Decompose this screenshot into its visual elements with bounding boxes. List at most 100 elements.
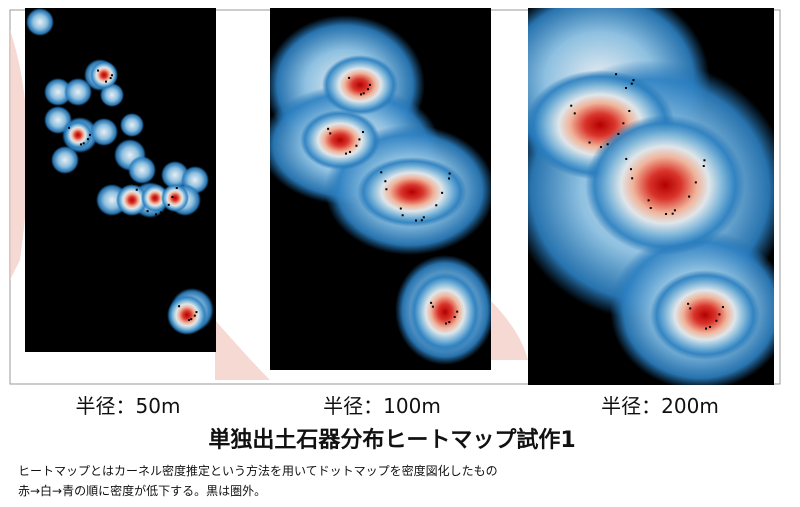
site-dot [687,302,690,305]
site-dot [109,77,112,80]
caption: 半径：200m [601,394,719,418]
site-dot [82,142,85,145]
site-dot [360,93,362,96]
site-dot [358,138,361,141]
site-dot [625,157,628,160]
site-dot [431,305,434,308]
site-dot [448,321,451,324]
heat-blob [161,184,189,212]
site-dot [175,187,178,190]
heat-blob [44,78,72,106]
heat-blob [90,61,118,89]
site-dot [649,207,652,210]
site-dot [615,73,618,76]
site-dot [86,138,89,141]
site-dot [362,92,365,95]
site-dot [329,132,332,135]
site-dot [671,212,674,215]
site-dot [448,172,451,175]
site-dot [188,319,190,321]
site-dot [600,146,602,148]
title: 単独出土石器分布ヒートマップ試作1 [208,428,576,453]
site-dot [68,126,71,129]
site-dot [629,168,632,171]
site-dot [380,171,383,174]
site-dot [155,213,157,216]
heat-blob [64,121,92,149]
heat-blob [128,156,156,184]
description: ヒートマップとはカーネル密度推定という方法を用いてドットマップを密度図化したもの [18,464,498,478]
heat-blob [585,115,745,255]
site-dot [632,79,635,82]
heat-blob [357,157,467,227]
heat-blob [64,78,92,106]
heat-blob [100,83,124,107]
site-dot [456,310,459,313]
site-dot [195,311,198,314]
heat-blob [410,272,480,352]
site-dot [705,327,707,330]
site-dot [715,319,718,322]
site-dot [88,133,91,136]
heat-blob [51,146,79,174]
heat-blob [26,8,54,36]
site-dot [384,180,387,183]
site-dot [422,216,425,219]
site-dot [401,214,404,217]
site-dot [348,76,351,79]
site-dot [688,195,691,198]
site-dot [355,144,358,147]
heat-blob [650,270,760,360]
site-dot [694,181,697,184]
site-dot [80,143,82,146]
site-dot [171,196,174,199]
site-dot [327,127,330,130]
heat-blob [90,118,118,146]
site-dot [366,88,369,91]
site-dot [133,183,136,186]
site-dot [435,204,438,207]
site-dot [448,177,451,180]
site-dot [622,122,625,125]
site-dot [665,213,667,215]
site-dot [399,207,402,210]
site-dot [167,203,170,206]
site-dot [702,165,705,168]
site-dot [453,315,456,318]
heat-blob [141,184,169,212]
site-dot [385,188,388,191]
site-dot [647,199,650,202]
site-dot [159,211,162,214]
site-dot [97,69,100,72]
heat-blob [120,113,144,137]
site-dot [606,143,609,146]
site-dot [617,132,620,135]
site-dot [445,322,447,325]
site-dot [718,313,721,316]
site-dot [368,83,371,86]
site-dot [345,152,347,155]
heat-blob [116,184,148,216]
heat-blob [300,110,380,170]
site-dot [709,325,712,328]
site-dot [570,104,573,107]
site-dot [588,141,591,144]
site-dot [630,82,633,85]
site-dot [146,210,149,213]
heatmap-figure [9,8,781,385]
caption: 半径：50m [75,394,181,418]
site-dot [628,110,631,113]
description: 赤→白→青の順に密度が低下する。黒は圏外。 [18,484,267,498]
site-dot [625,87,627,89]
site-dot [190,318,193,321]
heat-blob [167,295,207,335]
site-dot [430,301,433,304]
site-dot [689,307,692,310]
site-dot [573,112,576,115]
site-dot [105,80,107,83]
site-dot [361,131,364,134]
site-dot [441,191,444,194]
site-dot [178,305,181,308]
site-dot [420,219,423,222]
